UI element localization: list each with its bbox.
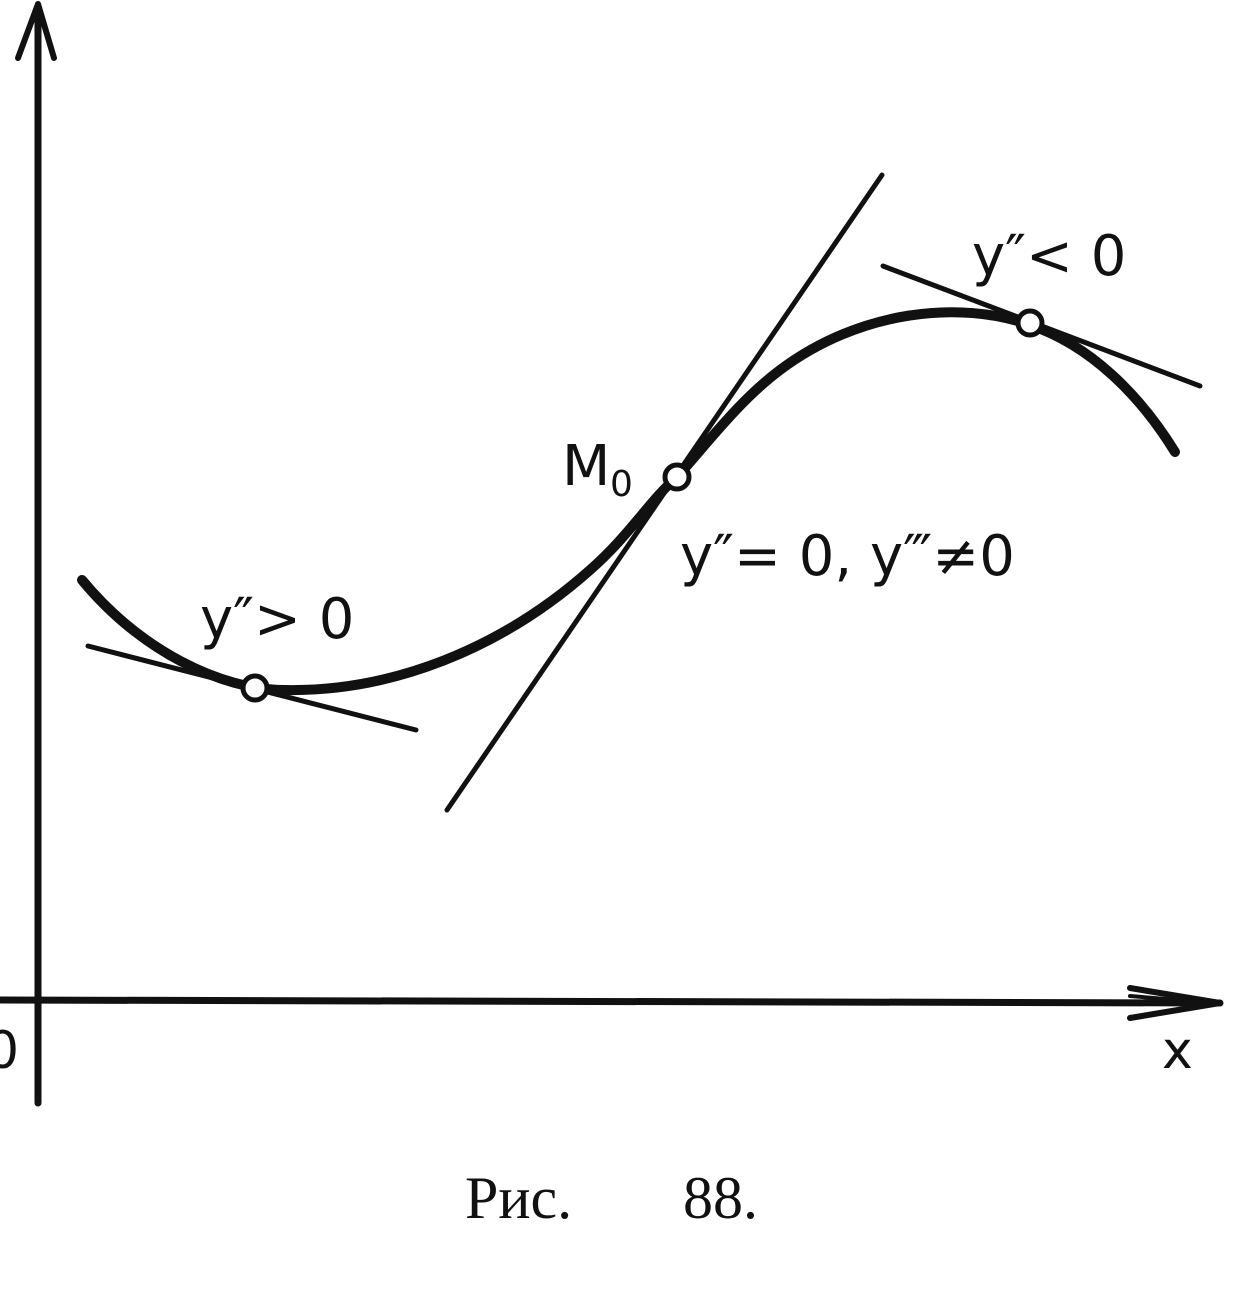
x-axis-line — [0, 996, 1224, 1007]
label-convex: y″> 0 — [200, 587, 354, 652]
origin-label: 0 — [0, 1021, 19, 1081]
label-concave: y″< 0 — [972, 224, 1126, 289]
tangent-line-inflection — [444, 172, 885, 813]
x-axis-arrowhead-detail — [1128, 994, 1217, 1005]
x-axis-label: x — [1162, 1021, 1193, 1081]
label-inflection: y″= 0, y‴≠0 — [680, 524, 1015, 589]
point-inflection — [662, 462, 692, 492]
point-convex — [240, 673, 270, 703]
x-axis-arrowhead — [1127, 985, 1223, 1021]
figure-caption: Рис. 88. — [465, 1165, 758, 1231]
x-axis — [0, 985, 1224, 1021]
caption-number: 88. — [683, 1165, 758, 1231]
point-label-subscript: 0 — [610, 464, 633, 505]
y-axis-arrowhead — [15, 1, 57, 61]
y-axis — [15, 1, 57, 1107]
caption-prefix: Рис. — [465, 1165, 572, 1231]
point-label-main: M — [562, 434, 610, 499]
point-label-m0: M 0 — [562, 434, 633, 505]
point-concave — [1015, 308, 1045, 338]
